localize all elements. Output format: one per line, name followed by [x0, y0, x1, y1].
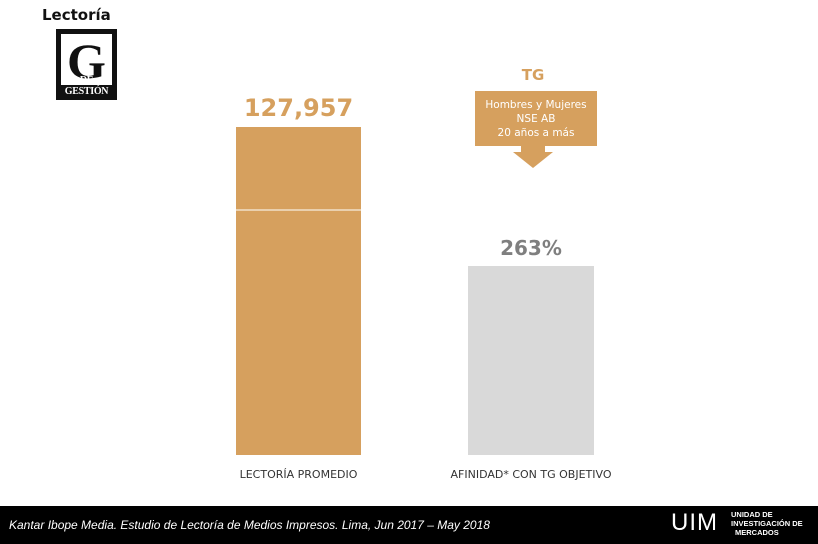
uim-logo: UIM — [671, 509, 718, 536]
logo-subtitle: DE GESTIÓN — [64, 75, 109, 97]
footer-bar: Kantar Ibope Media. Estudio de Lectoría … — [0, 506, 818, 544]
gestion-logo: G DE GESTIÓN — [56, 29, 117, 100]
bar-2 — [468, 266, 594, 455]
uim-line-3: MERCADOS — [735, 528, 779, 537]
callout-box — [475, 91, 597, 146]
uim-logo-text: UNIDAD DE INVESTIGACIÓN DE MERCADOS — [731, 510, 815, 537]
callout-line-2: NSE AB — [517, 113, 556, 125]
bar-value-label-2: 263% — [500, 236, 562, 260]
callout-title: TG — [522, 66, 545, 84]
callout-line-1: Hombres y Mujeres — [485, 99, 586, 111]
bar-value-label-1: 127,957 — [244, 94, 353, 122]
bar-1 — [236, 127, 361, 455]
callout-arrow — [513, 146, 553, 168]
source-note: Kantar Ibope Media. Estudio de Lectoría … — [9, 518, 490, 532]
bar-chart: 127,957 LECTORÍA PROMEDIO 263% AFINIDAD* CO… — [236, 66, 612, 481]
logo-letter: G — [61, 34, 112, 88]
uim-line-1: UNIDAD DE — [731, 510, 773, 519]
uim-line-2: INVESTIGACIÓN DE — [731, 519, 803, 528]
category-label-2: AFINIDAD* CON TG OBJETIVO — [451, 468, 612, 481]
callout-line-3: 20 años a más — [498, 127, 575, 139]
page-title: Lectoría — [42, 6, 111, 24]
category-label-1: LECTORÍA PROMEDIO — [240, 468, 358, 481]
